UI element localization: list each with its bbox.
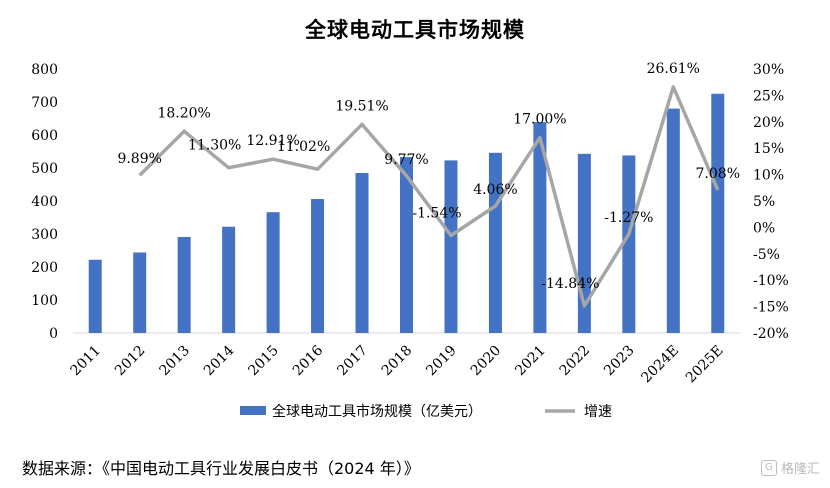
chart-title: 全球电动工具市场规模 <box>305 18 525 42</box>
right-tick-label: -20% <box>753 326 789 342</box>
bar <box>533 122 547 333</box>
legend-line-label: 增速 <box>584 404 612 420</box>
chart-plot: 0 100 200 300 400 500 600 700 800 -20% -15% -10% -5… <box>31 61 789 420</box>
left-tick-label: 100 <box>31 293 58 309</box>
bar <box>488 152 502 333</box>
left-tick-label: 700 <box>31 95 58 111</box>
source-note: 数据来源：《中国电动工具行业发展白皮书（2024 年）》 <box>22 459 420 478</box>
x-tick-label: 2014 <box>201 342 238 379</box>
bar <box>88 259 102 333</box>
bar <box>222 226 236 333</box>
legend-bar-label: 全球电动工具市场规模（亿美元） <box>272 403 482 420</box>
growth-data-label: 19.51% <box>335 98 388 114</box>
bar <box>355 172 369 333</box>
x-tick-label: 2024E <box>638 343 682 387</box>
growth-data-labels: 9.89% 18.20% 11.30% 12.91%11.02% 19.51% 9.77%… <box>117 61 740 292</box>
x-tick-label: 2019 <box>423 343 460 380</box>
growth-data-label: 11.02% <box>277 139 330 155</box>
x-tick-label: 2025E <box>683 343 727 387</box>
growth-data-label: 4.06% <box>473 182 517 198</box>
right-tick-label: 10% <box>753 168 784 184</box>
growth-data-label: 9.77% <box>384 152 428 168</box>
growth-data-label: 7.08% <box>696 166 740 182</box>
x-tick-label: 2021 <box>512 343 549 380</box>
bar <box>266 212 280 333</box>
x-tick-label: 2012 <box>112 343 149 380</box>
bar <box>666 108 680 333</box>
right-tick-label: 20% <box>753 115 784 131</box>
x-axis: 2011 2012 2013 2014 2015 2016 2017 2018 2019 2020… <box>68 342 727 386</box>
left-tick-label: 600 <box>31 128 58 144</box>
left-tick-label: 200 <box>31 260 58 276</box>
x-tick-label: 2015 <box>245 343 282 380</box>
right-tick-label: -15% <box>753 300 789 316</box>
growth-line <box>138 85 720 308</box>
growth-data-label: 12.91% <box>246 133 299 149</box>
right-tick-label: -5% <box>753 247 780 263</box>
x-tick-label: 2017 <box>334 343 371 380</box>
watermark: G 格隆汇 <box>760 458 820 477</box>
right-axis: -20% -15% -10% -5% 0% 5% 10% 15% 20% 25% 30% <box>753 62 789 342</box>
left-tick-label: 400 <box>31 194 58 210</box>
growth-data-label: 9.89% <box>117 151 161 167</box>
right-tick-label: 30% <box>753 62 784 78</box>
left-axis: 0 100 200 300 400 500 600 700 800 <box>31 62 58 342</box>
bar <box>711 93 725 333</box>
bar <box>311 199 325 333</box>
left-tick-label: 0 <box>49 326 58 342</box>
x-tick-label: 2013 <box>156 343 193 380</box>
bar <box>622 155 636 333</box>
growth-data-label: 17.00% <box>513 112 566 128</box>
x-tick-label: 2011 <box>68 343 105 380</box>
x-tick-label: 2020 <box>468 343 505 380</box>
growth-data-label: -1.54% <box>412 206 461 222</box>
left-tick-label: 300 <box>31 227 58 243</box>
bar <box>177 236 191 333</box>
right-tick-label: 15% <box>753 141 784 157</box>
bar-series <box>88 93 725 333</box>
right-tick-label: -10% <box>753 273 789 289</box>
bar <box>133 252 147 333</box>
bar <box>400 157 413 333</box>
x-tick-label: 2022 <box>557 343 594 380</box>
watermark-logo-icon: G <box>760 459 777 476</box>
left-tick-label: 800 <box>31 62 58 78</box>
growth-data-label: 18.20% <box>157 105 210 121</box>
growth-data-label: 26.61% <box>647 61 700 77</box>
growth-data-label: -1.27% <box>604 210 653 226</box>
growth-data-label: -14.84% <box>541 276 599 292</box>
legend: 全球电动工具市场规模（亿美元） 增速 <box>240 403 612 420</box>
bar <box>444 160 458 333</box>
x-tick-label: 2016 <box>290 342 327 379</box>
right-tick-label: 5% <box>753 194 775 210</box>
x-tick-label: 2018 <box>379 343 416 380</box>
legend-bar-swatch <box>240 406 266 415</box>
x-tick-label: 2023 <box>601 343 638 380</box>
left-tick-label: 500 <box>31 161 58 177</box>
right-tick-label: 25% <box>753 88 784 104</box>
watermark-text: 格隆汇 <box>780 462 820 477</box>
right-tick-label: 0% <box>753 220 775 236</box>
growth-data-label: 11.30% <box>188 138 241 154</box>
